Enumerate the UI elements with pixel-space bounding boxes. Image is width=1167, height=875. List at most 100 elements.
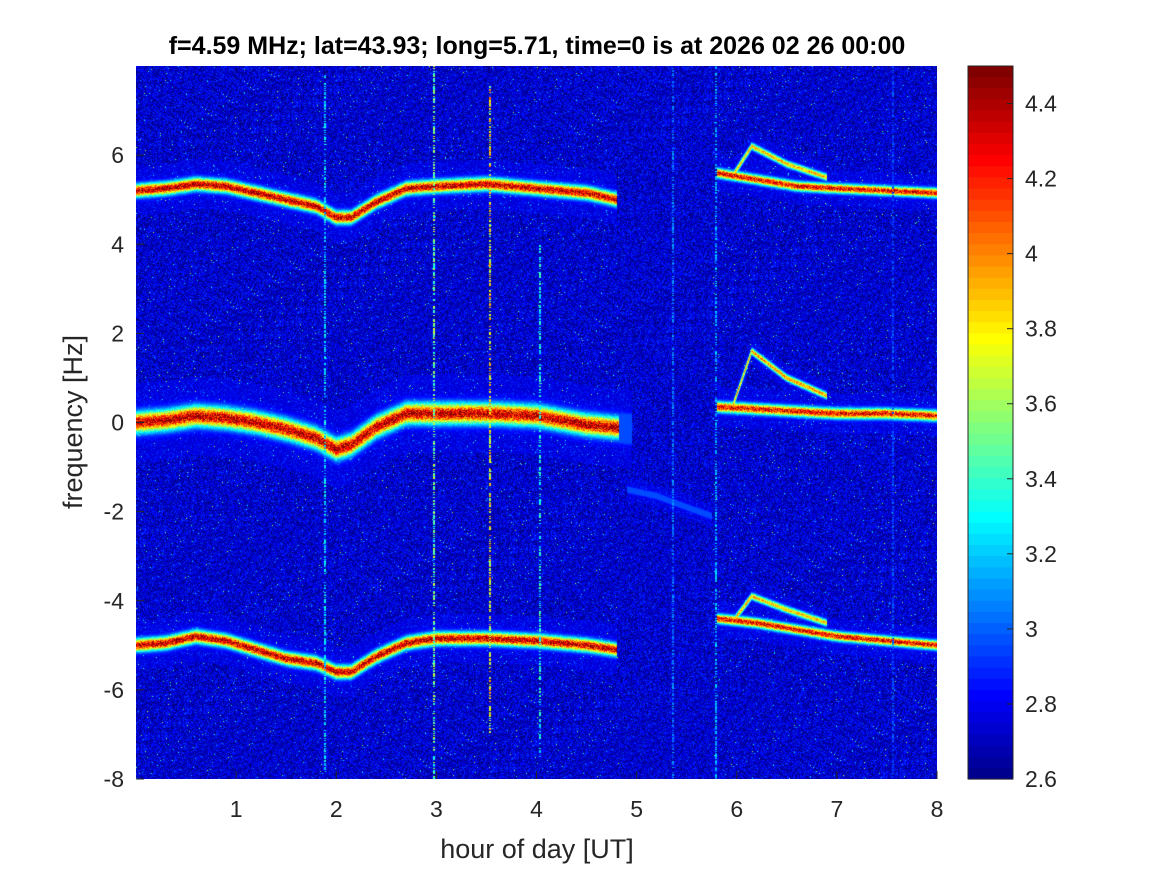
colorbar-cell xyxy=(968,756,1013,769)
chart-title: f=4.59 MHz; lat=43.93; long=5.71, time=0… xyxy=(169,32,906,60)
colorbar-cell xyxy=(968,344,1013,357)
x-tick-label: 4 xyxy=(530,796,543,822)
colorbar-cell xyxy=(968,623,1013,635)
colorbar-ticks: 4.4 4.2 4 3.8 3.6 3.4 3.2 3 2.8 2.6 xyxy=(1007,91,1057,792)
colorbar-cell xyxy=(968,656,1013,669)
colorbar-cell xyxy=(968,712,1013,724)
colorbar-cell xyxy=(968,143,1013,156)
colorbar-cell xyxy=(968,255,1013,268)
colorbar-cell xyxy=(968,177,1013,190)
colorbar-tick-label: 4.4 xyxy=(1025,91,1057,117)
colorbar-cell xyxy=(968,355,1013,368)
x-tick-label: 8 xyxy=(931,796,944,822)
heatmap-canvas xyxy=(136,66,937,779)
colorbar-cell xyxy=(968,533,1013,546)
colorbar-tick-label: 4.2 xyxy=(1025,166,1057,192)
colorbar-cell xyxy=(968,600,1013,613)
colorbar-cell xyxy=(968,444,1013,457)
y-axis-label: frequency [Hz] xyxy=(58,335,88,509)
colorbar-cell xyxy=(968,567,1013,580)
colorbar-cell xyxy=(968,266,1013,279)
x-tick-label: 6 xyxy=(730,796,743,822)
y-tick-label: 2 xyxy=(111,320,124,346)
colorbar-tick-label: 3.2 xyxy=(1025,541,1057,567)
colorbar-cell xyxy=(968,210,1013,223)
colorbar-cell xyxy=(968,767,1013,780)
colorbar-cell xyxy=(968,611,1013,624)
colorbar-cell xyxy=(968,166,1013,179)
x-axis-ticks: 1 2 3 4 5 6 7 8 xyxy=(230,771,944,822)
y-tick-label: 6 xyxy=(111,142,124,168)
colorbar-cell xyxy=(968,667,1013,680)
colorbar-cell xyxy=(968,689,1013,702)
colorbar: 4.4 4.2 4 3.8 3.6 3.4 3.2 3 2.8 2.6 xyxy=(967,65,1057,792)
colorbar-cell xyxy=(968,233,1013,245)
colorbar-cell xyxy=(968,467,1013,479)
colorbar-cell xyxy=(968,734,1013,747)
colorbar-cell xyxy=(968,411,1013,424)
colorbar-cell xyxy=(968,545,1013,557)
x-tick-label: 2 xyxy=(330,796,343,822)
x-tick-label: 1 xyxy=(230,796,243,822)
colorbar-cell xyxy=(968,701,1013,713)
colorbar-cell xyxy=(968,99,1013,112)
y-axis-ticks: 6 4 2 0 -2 -4 -6 -8 xyxy=(104,142,144,792)
colorbar-cell xyxy=(968,556,1013,568)
colorbar-cell xyxy=(968,77,1013,89)
colorbar-cell xyxy=(968,489,1013,502)
colorbar-cell xyxy=(968,333,1013,346)
y-tick-label: 0 xyxy=(111,410,124,436)
colorbar-cell xyxy=(968,645,1013,658)
colorbar-gradient xyxy=(968,66,1013,780)
colorbar-cell xyxy=(968,88,1013,101)
y-tick-label: 4 xyxy=(111,231,124,257)
colorbar-cell xyxy=(968,500,1013,513)
colorbar-cell xyxy=(968,132,1013,145)
colorbar-tick-label: 2.6 xyxy=(1025,766,1057,792)
colorbar-cell xyxy=(968,678,1013,691)
colorbar-cell xyxy=(968,244,1013,256)
y-tick-label: -6 xyxy=(104,677,124,703)
colorbar-frame xyxy=(967,65,1014,780)
colorbar-cell xyxy=(968,478,1013,490)
colorbar-cell xyxy=(968,155,1013,167)
colorbar-cell xyxy=(968,66,1013,78)
colorbar-cell xyxy=(968,110,1013,123)
y-tick-label: -4 xyxy=(104,588,125,614)
colorbar-cell xyxy=(968,377,1013,390)
x-tick-label: 5 xyxy=(630,796,643,822)
colorbar-tick-label: 3.8 xyxy=(1025,316,1057,342)
colorbar-tick-label: 3.6 xyxy=(1025,391,1057,417)
colorbar-cell xyxy=(968,199,1013,212)
colorbar-cell xyxy=(968,589,1013,602)
colorbar-cell xyxy=(968,522,1013,535)
y-tick-label: -2 xyxy=(104,499,124,525)
colorbar-cell xyxy=(968,299,1013,312)
colorbar-cell xyxy=(968,188,1013,201)
colorbar-cell xyxy=(968,311,1013,323)
colorbar-cell xyxy=(968,389,1013,401)
colorbar-cell xyxy=(968,288,1013,301)
colorbar-cell xyxy=(968,455,1013,468)
colorbar-cell xyxy=(968,433,1013,446)
colorbar-cell xyxy=(968,723,1013,736)
colorbar-cell xyxy=(968,745,1013,758)
colorbar-cell xyxy=(968,121,1013,134)
colorbar-cell xyxy=(968,634,1013,646)
plot-area xyxy=(136,66,937,779)
colorbar-cell xyxy=(968,221,1013,234)
x-axis-label: hour of day [UT] xyxy=(440,834,634,864)
colorbar-cell xyxy=(968,511,1013,524)
colorbar-tick-label: 2.8 xyxy=(1025,691,1057,717)
colorbar-tick-label: 3 xyxy=(1025,616,1038,642)
colorbar-tick-label: 3.4 xyxy=(1025,466,1057,492)
x-tick-label: 3 xyxy=(430,796,443,822)
colorbar-cell xyxy=(968,422,1013,435)
x-tick-label: 7 xyxy=(830,796,843,822)
colorbar-cell xyxy=(968,366,1013,379)
colorbar-cell xyxy=(968,322,1013,334)
colorbar-cell xyxy=(968,400,1013,412)
colorbar-cell xyxy=(968,578,1013,591)
colorbar-tick-label: 4 xyxy=(1025,241,1038,267)
y-tick-label: -8 xyxy=(104,766,124,792)
